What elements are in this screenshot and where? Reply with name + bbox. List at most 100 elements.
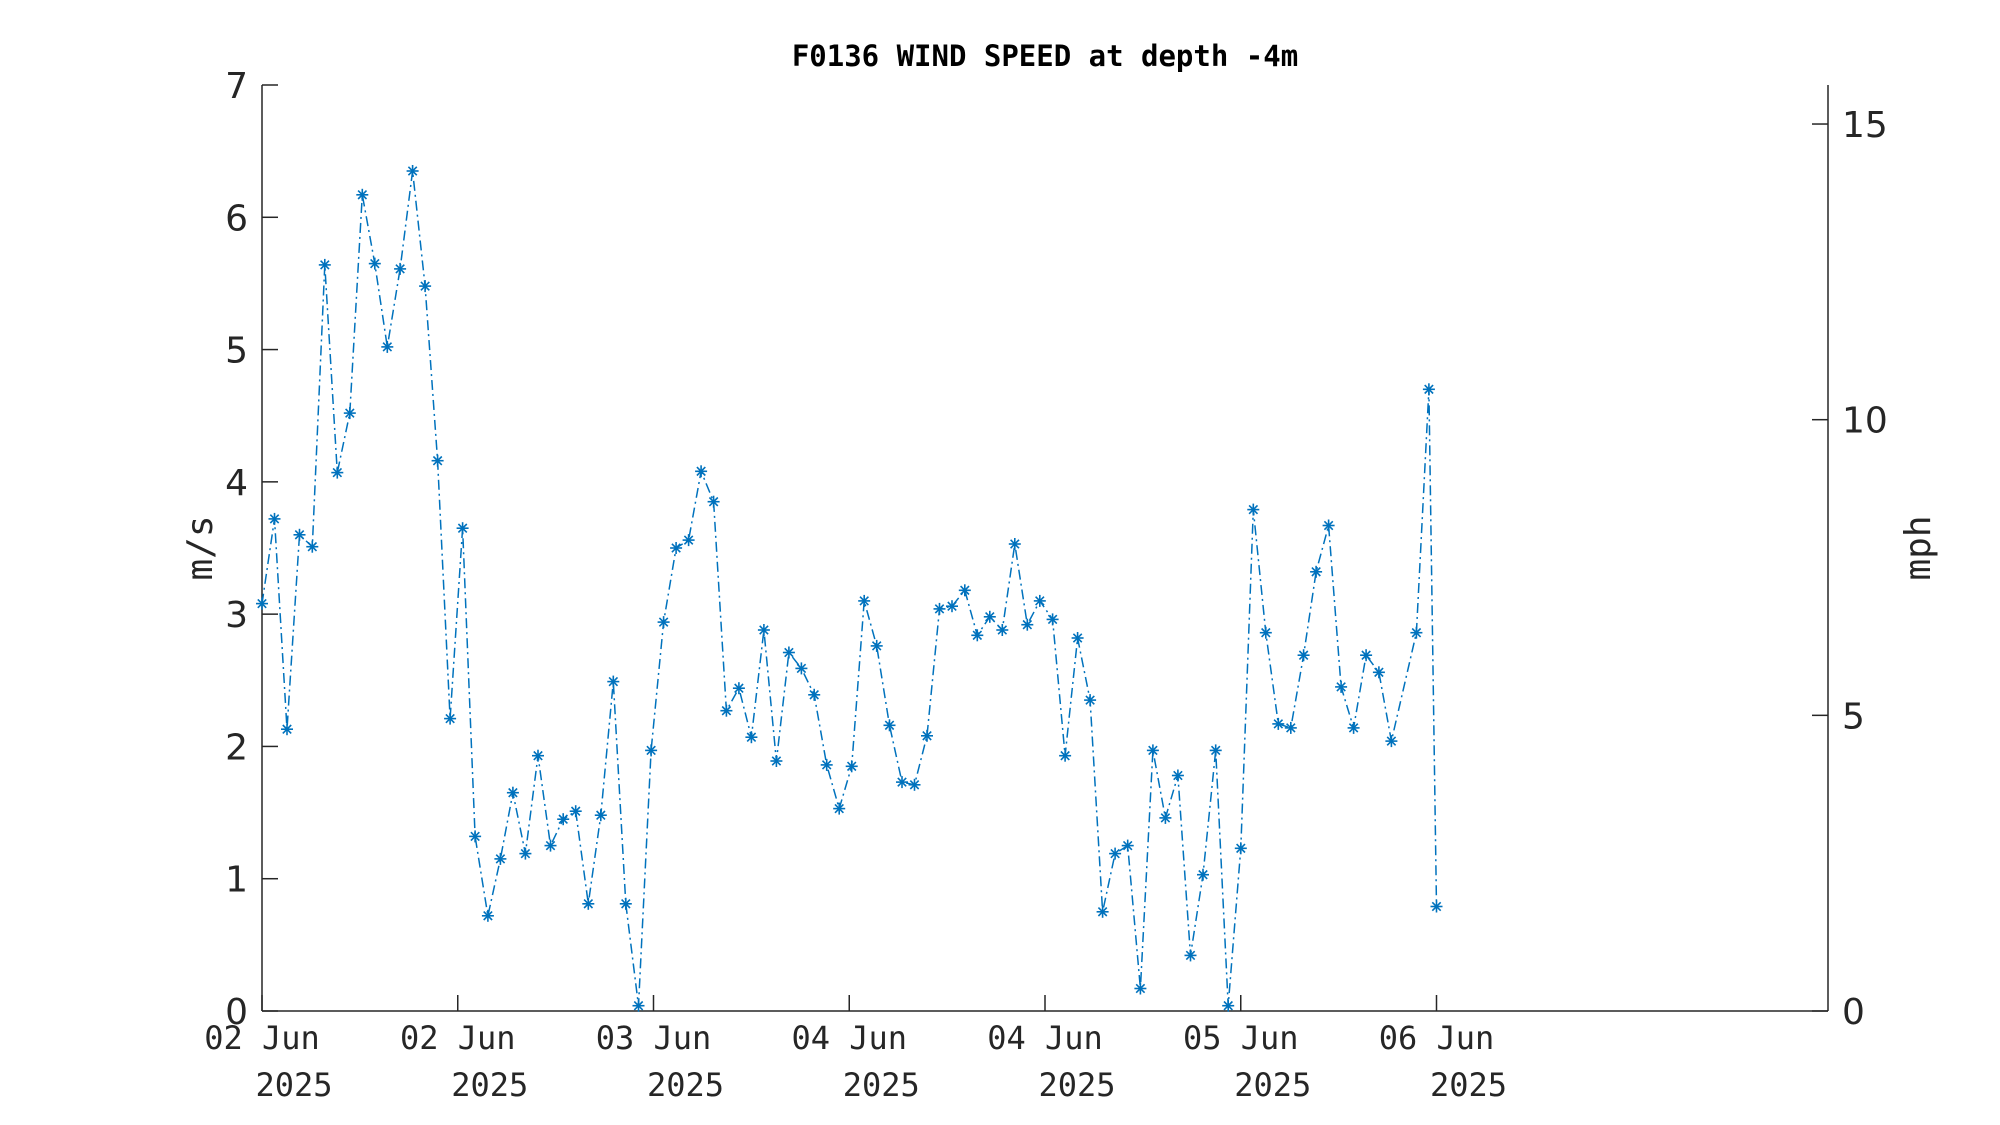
data-point	[1059, 749, 1072, 762]
data-point	[1008, 538, 1021, 550]
data-point	[469, 830, 482, 843]
data-point	[281, 723, 293, 736]
marker-stroke	[1047, 614, 1058, 625]
data-point	[494, 852, 507, 865]
data-point	[1234, 842, 1247, 855]
marker-stroke	[1185, 950, 1196, 961]
marker-stroke	[545, 840, 556, 851]
data-point	[795, 662, 808, 675]
data-point	[657, 616, 670, 629]
data-point	[1184, 949, 1197, 962]
left-y-tick-label: 6	[225, 198, 248, 239]
marker-stroke	[307, 541, 318, 552]
data-point	[1372, 666, 1385, 679]
data-point	[1222, 999, 1235, 1012]
data-point	[1335, 680, 1348, 693]
data-point	[293, 528, 306, 541]
marker-stroke	[897, 777, 907, 787]
data-point	[996, 624, 1009, 636]
marker-stroke	[596, 810, 606, 820]
marker-stroke	[796, 663, 807, 674]
data-point	[958, 584, 971, 597]
data-point	[645, 744, 658, 757]
marker-stroke	[1261, 627, 1271, 638]
marker-stroke	[985, 612, 995, 622]
x-tick-label-year: 2025	[255, 1066, 332, 1104]
marker-stroke	[1374, 667, 1384, 678]
data-point	[946, 600, 958, 613]
marker-stroke	[457, 523, 468, 533]
marker-stroke	[922, 731, 932, 741]
data-point	[256, 597, 268, 610]
marker-stroke	[583, 899, 594, 909]
data-point	[607, 675, 620, 688]
marker-stroke	[420, 281, 430, 291]
data-point	[670, 542, 683, 554]
data-point	[1259, 626, 1272, 639]
left-y-tick-label: 3	[225, 595, 248, 636]
marker-stroke	[934, 604, 945, 614]
marker-stroke	[1085, 695, 1095, 705]
right-y-axis-label: mph	[1898, 515, 1939, 580]
right-y-axis: 0 5 10 15	[1812, 85, 1888, 1033]
x-tick-label-year: 2025	[647, 1066, 724, 1104]
marker-stroke	[332, 467, 343, 478]
right-y-tick-label: 0	[1842, 992, 1865, 1033]
x-tick-label-year: 2025	[1430, 1066, 1507, 1104]
marker-stroke	[734, 683, 744, 693]
data-point	[896, 776, 908, 789]
data-point	[444, 712, 457, 725]
marker-stroke	[282, 724, 292, 734]
marker-stroke	[1110, 848, 1120, 859]
marker-stroke	[445, 713, 455, 724]
data-point	[356, 188, 369, 201]
marker-stroke	[320, 260, 330, 270]
marker-stroke	[520, 848, 531, 859]
marker-stroke	[646, 745, 656, 756]
marker-stroke	[357, 190, 368, 200]
data-point	[682, 534, 695, 547]
data-point	[845, 760, 858, 773]
data-point	[519, 847, 532, 860]
left-y-axis: 0 1 2 3 4 5 6 7	[225, 66, 278, 1033]
left-y-tick-label: 5	[225, 331, 248, 372]
x-tick-label-year: 2025	[451, 1066, 528, 1104]
marker-stroke	[370, 258, 380, 269]
data-point	[921, 729, 933, 742]
marker-stroke	[1160, 813, 1171, 823]
data-point	[808, 688, 821, 701]
marker-stroke	[1386, 736, 1397, 746]
data-point	[1347, 721, 1360, 734]
x-tick-label: 02 Jun 2025	[400, 1019, 528, 1104]
marker-stroke	[621, 899, 631, 909]
data-point	[983, 610, 996, 623]
x-tick-label-day: 03 Jun	[596, 1019, 712, 1057]
left-y-tick-label: 2	[225, 727, 248, 768]
marker-stroke	[708, 496, 719, 507]
data-point	[306, 540, 319, 553]
data-point	[1284, 721, 1297, 734]
data-point	[582, 897, 595, 910]
x-tick-label: 04 Jun 2025	[987, 1019, 1115, 1104]
left-y-tick-label: 0	[225, 992, 248, 1033]
data-point	[544, 839, 557, 852]
marker-stroke	[269, 514, 280, 524]
right-y-tick-label: 10	[1842, 401, 1888, 442]
marker-stroke	[345, 408, 355, 418]
left-y-tick-label: 1	[225, 860, 248, 901]
marker-stroke	[1148, 745, 1158, 756]
data-point	[331, 466, 344, 479]
marker-stroke	[1035, 596, 1045, 606]
data-point	[971, 629, 984, 642]
marker-stroke	[997, 625, 1008, 635]
data-point	[695, 465, 708, 478]
data-point	[532, 749, 544, 762]
marker-stroke	[1336, 682, 1346, 692]
marker-stroke	[1323, 520, 1334, 531]
marker-stroke	[257, 598, 267, 609]
marker-stroke	[407, 166, 418, 176]
x-tick-label-year: 2025	[843, 1066, 920, 1104]
data-point	[1297, 649, 1310, 662]
right-y-tick-label: 5	[1842, 696, 1865, 737]
